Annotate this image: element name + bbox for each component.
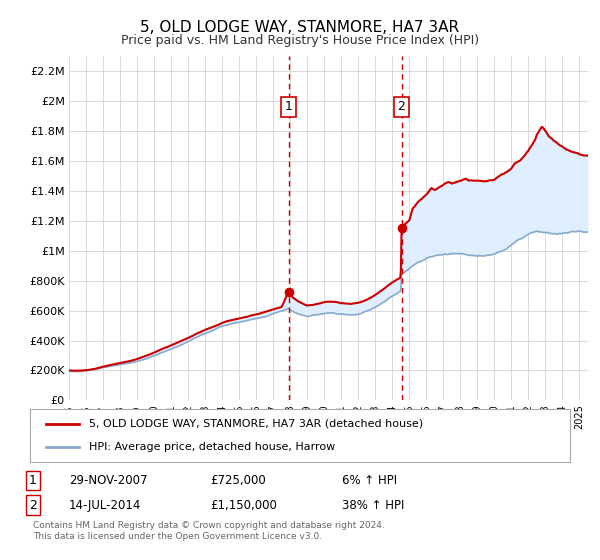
Text: 2: 2 bbox=[29, 498, 37, 512]
Text: £725,000: £725,000 bbox=[210, 474, 266, 487]
Text: Contains HM Land Registry data © Crown copyright and database right 2024.
This d: Contains HM Land Registry data © Crown c… bbox=[33, 521, 385, 540]
Text: 1: 1 bbox=[29, 474, 37, 487]
Text: 38% ↑ HPI: 38% ↑ HPI bbox=[342, 498, 404, 512]
Text: 1: 1 bbox=[285, 100, 293, 114]
Text: 5, OLD LODGE WAY, STANMORE, HA7 3AR (detached house): 5, OLD LODGE WAY, STANMORE, HA7 3AR (det… bbox=[89, 419, 424, 429]
Text: 6% ↑ HPI: 6% ↑ HPI bbox=[342, 474, 397, 487]
Text: 29-NOV-2007: 29-NOV-2007 bbox=[69, 474, 148, 487]
Text: 14-JUL-2014: 14-JUL-2014 bbox=[69, 498, 142, 512]
Text: 2: 2 bbox=[398, 100, 406, 114]
Text: 5, OLD LODGE WAY, STANMORE, HA7 3AR: 5, OLD LODGE WAY, STANMORE, HA7 3AR bbox=[140, 20, 460, 35]
Text: Price paid vs. HM Land Registry's House Price Index (HPI): Price paid vs. HM Land Registry's House … bbox=[121, 34, 479, 46]
Text: HPI: Average price, detached house, Harrow: HPI: Average price, detached house, Harr… bbox=[89, 442, 335, 452]
Text: £1,150,000: £1,150,000 bbox=[210, 498, 277, 512]
